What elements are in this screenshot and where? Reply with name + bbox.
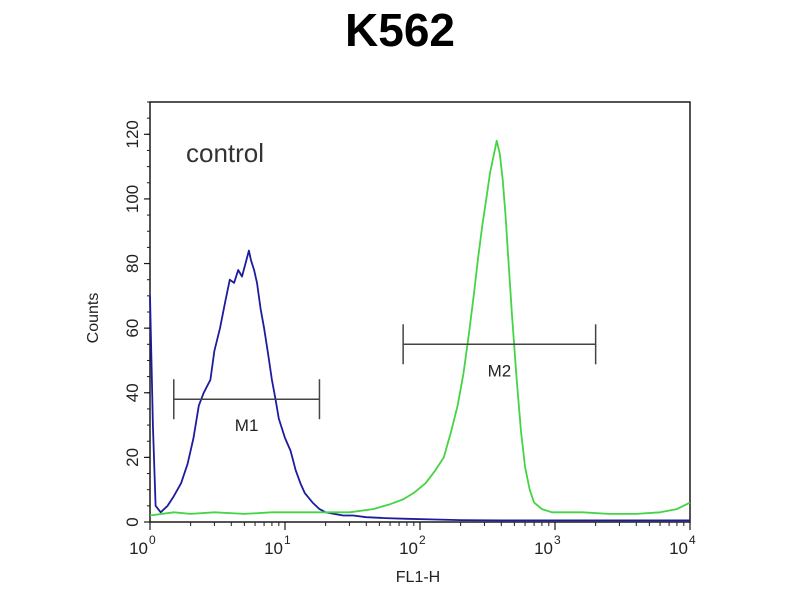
marker-m2-label: M2 bbox=[488, 361, 512, 380]
x-tick-label: 10 bbox=[399, 539, 418, 558]
y-axis-label: Counts bbox=[85, 293, 102, 344]
y-tick-label: 100 bbox=[123, 185, 142, 213]
x-tick-exponent: 4 bbox=[689, 533, 696, 547]
marker-m1-label: M1 bbox=[235, 416, 259, 435]
y-tick-label: 120 bbox=[123, 120, 142, 148]
x-tick-label: 10 bbox=[534, 539, 553, 558]
y-tick-label: 0 bbox=[123, 517, 142, 526]
chart-title: K562 bbox=[345, 4, 455, 56]
x-tick-exponent: 3 bbox=[554, 533, 561, 547]
y-tick-label: 20 bbox=[123, 448, 142, 467]
x-tick-exponent: 1 bbox=[284, 533, 291, 547]
y-tick-label: 80 bbox=[123, 254, 142, 273]
x-tick-exponent: 2 bbox=[419, 533, 426, 547]
x-axis-label: FL1-H bbox=[396, 569, 440, 586]
y-tick-label: 40 bbox=[123, 383, 142, 402]
x-tick-label: 10 bbox=[669, 539, 688, 558]
histogram-series-2 bbox=[149, 139, 691, 517]
x-tick-label: 10 bbox=[129, 539, 148, 558]
x-tick-label: 10 bbox=[264, 539, 283, 558]
control-annotation: control bbox=[186, 138, 264, 168]
histogram-series-1 bbox=[149, 249, 690, 522]
x-tick-exponent: 0 bbox=[149, 533, 156, 547]
y-tick-label: 60 bbox=[123, 319, 142, 338]
